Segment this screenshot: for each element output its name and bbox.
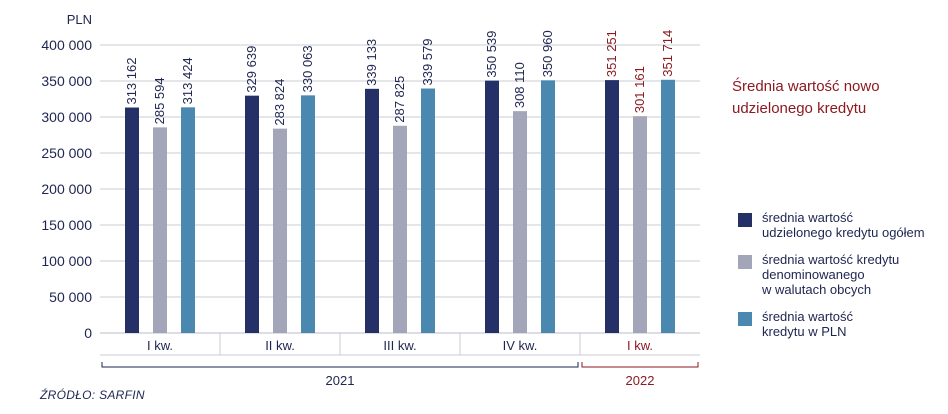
data-label: 283 824: [272, 79, 287, 126]
year-label: 2021: [326, 373, 355, 388]
legend-swatch-fx: [738, 255, 752, 269]
y-tick-label: 0: [84, 325, 92, 341]
bar: [301, 95, 315, 333]
side-title: Średnia wartość nowo udzielonego kredytu: [732, 78, 880, 117]
legend-label-pln: średnia wartość kredytu w PLN: [762, 309, 854, 339]
legend-swatch-total: [738, 213, 752, 227]
data-label: 301 161: [632, 66, 647, 113]
year-bracket: [581, 362, 699, 368]
y-tick-label: 400 000: [41, 37, 92, 53]
data-label: 308 110: [512, 62, 527, 108]
legend-label-total: średnia wartość udzielonego kredytu ogółe…: [762, 210, 925, 240]
y-tick-label: 250 000: [41, 145, 92, 161]
legend-swatch-pln: [738, 312, 752, 326]
data-label: 339 133: [364, 39, 379, 86]
legend-item-fx: średnia wartość kredytu denominowanego w w…: [738, 252, 943, 297]
x-tick-label: I kw.: [147, 338, 173, 353]
year-bracket: [101, 362, 579, 368]
x-tick-label: III kw.: [383, 338, 416, 353]
legend-item-total: średnia wartość udzielonego kredytu ogółe…: [738, 210, 943, 240]
y-tick-label: 350 000: [41, 73, 92, 89]
legend-label-fx: średnia wartość kredytu denominowanego w w…: [762, 252, 900, 297]
data-label: 313 424: [180, 57, 195, 104]
y-axis-label: PLN: [67, 12, 92, 27]
bar: [393, 125, 407, 334]
legend: średnia wartość udzielonego kredytu ogółe…: [738, 210, 943, 351]
y-tick-label: 200 000: [41, 181, 92, 197]
data-label: 329 639: [244, 46, 259, 93]
y-axis: 0 50 000 100 000 150 000 200 000 250 000 300 0…: [41, 12, 92, 341]
bar: [633, 116, 647, 333]
bar: [181, 107, 195, 333]
bar: [541, 80, 555, 333]
legend-item-pln: średnia wartość kredytu w PLN: [738, 309, 943, 339]
bar: [273, 128, 287, 333]
bar: [125, 107, 139, 333]
x-tick-label: I kw.: [627, 338, 653, 353]
data-label: 285 594: [152, 77, 167, 124]
x-tick-label: IV kw.: [503, 338, 538, 353]
bars: 313 162 285 594 313 424 329 639 283 824 330 0…: [124, 30, 675, 334]
bar: [513, 111, 527, 333]
bar: [485, 80, 499, 333]
y-tick-label: 100 000: [41, 253, 92, 269]
data-label: 350 539: [484, 31, 499, 78]
bar: [661, 79, 675, 333]
bar: [153, 127, 167, 334]
x-tick-label: II kw.: [265, 338, 295, 353]
y-tick-label: 50 000: [49, 289, 92, 305]
data-label: 287 825: [392, 76, 407, 123]
year-label: 2022: [626, 373, 655, 388]
y-tick-label: 300 000: [41, 109, 92, 125]
source-note: ŹRÓDŁO: SARFIN: [40, 388, 145, 402]
bar: [421, 88, 435, 334]
data-label: 350 960: [540, 30, 555, 77]
y-tick-label: 150 000: [41, 217, 92, 233]
bar: [605, 80, 619, 334]
data-label: 313 162: [124, 58, 139, 105]
data-label: 351 714: [660, 30, 675, 77]
data-label: 339 579: [420, 39, 435, 86]
data-label: 351 251: [604, 30, 619, 77]
data-label: 330 063: [300, 45, 315, 92]
bar: [245, 95, 259, 334]
bar: [365, 88, 379, 333]
x-axis: I kw. II kw. III kw. IV kw. I kw. 2021 2022: [100, 333, 700, 388]
